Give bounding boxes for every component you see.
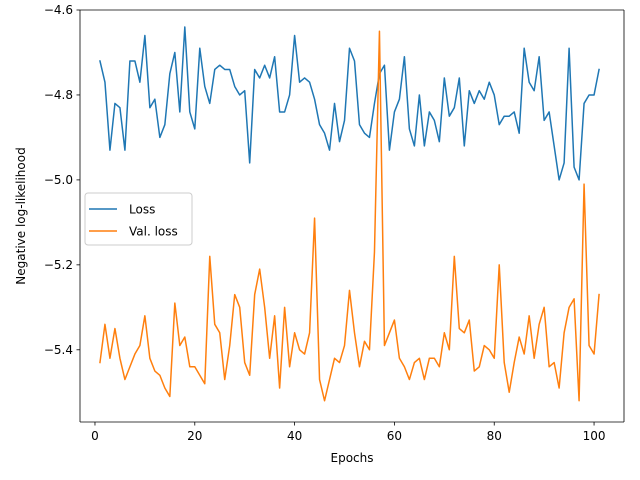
legend-label: Loss (129, 203, 155, 217)
series-line-loss (99, 26, 600, 181)
y-tick-label: −4.6 (44, 3, 73, 17)
y-tick-label: −5.4 (44, 343, 73, 357)
plot-frame (79, 9, 625, 423)
x-axis-ticks: 0 20 40 60 80 100 (91, 422, 606, 443)
series-layer (99, 26, 600, 402)
legend-box (84, 192, 193, 246)
legend-label: Val. loss (129, 225, 178, 239)
x-axis-label: Epochs (331, 451, 374, 465)
y-tick-label: −5.0 (44, 173, 73, 187)
x-tick-label: 80 (487, 429, 502, 443)
x-tick-label: 60 (387, 429, 402, 443)
series-line-val-loss (99, 30, 600, 402)
y-tick-label: −5.2 (44, 258, 73, 272)
x-tick-label: 0 (91, 429, 99, 443)
y-axis-label: Negative log-likelihood (14, 147, 28, 284)
x-tick-label: 40 (287, 429, 302, 443)
y-axis-ticks: −5.4 −5.2 −5.0 −4.8 −4.6 (44, 3, 80, 357)
x-tick-label: 20 (187, 429, 202, 443)
legend: Loss Val. loss (84, 192, 193, 246)
y-tick-label: −4.8 (44, 88, 73, 102)
x-tick-label: 100 (583, 429, 606, 443)
